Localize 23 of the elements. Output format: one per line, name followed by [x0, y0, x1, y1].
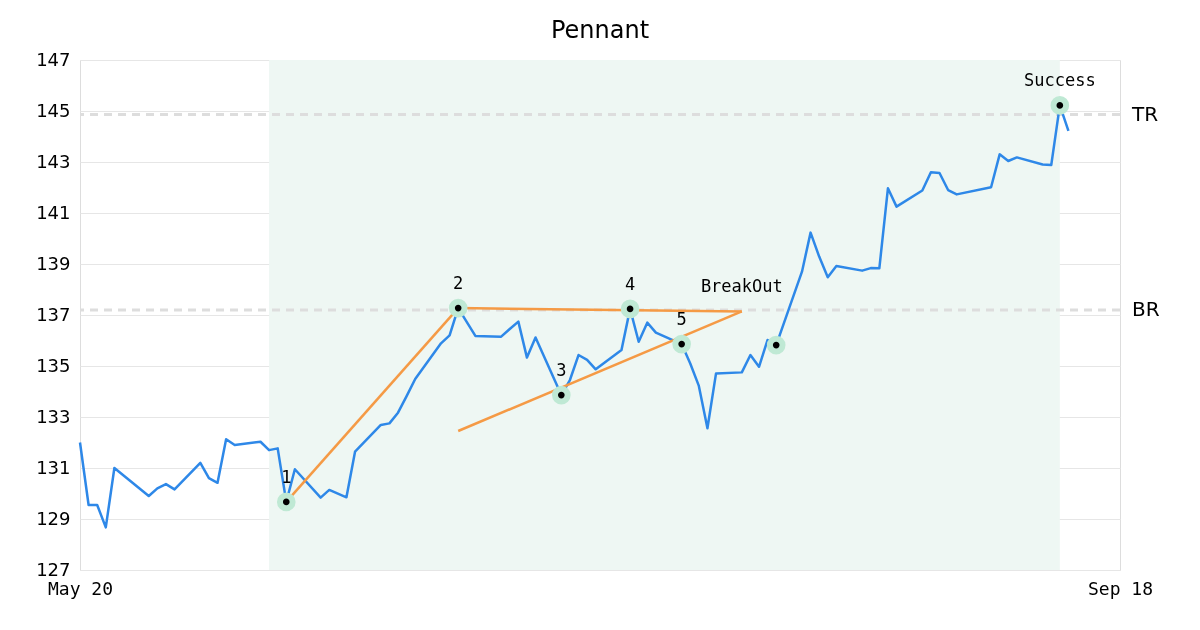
x-tick-label: Sep 18	[1087, 577, 1154, 599]
y-tick-label: 139	[36, 252, 71, 274]
annotation: BreakOut	[700, 276, 783, 297]
ref-line-label: TR	[1131, 101, 1159, 126]
y-tick-label: 129	[36, 507, 71, 529]
annotation: 1	[281, 466, 292, 487]
x-tick-label: May 20	[47, 577, 114, 599]
y-tick-label: 135	[36, 354, 71, 376]
y-tick-label: 131	[36, 456, 71, 478]
y-tick-label: 127	[36, 558, 71, 580]
y-tick-label: 145	[36, 99, 71, 121]
y-tick-label: 143	[36, 150, 71, 172]
y-tick-label: 137	[36, 303, 71, 325]
y-tick-label: 147	[36, 48, 71, 70]
annotation: 2	[453, 273, 464, 294]
y-tick-label: 133	[36, 405, 71, 427]
ref-line-label: BR	[1132, 296, 1160, 321]
y-tick-label: 141	[36, 201, 71, 223]
annotation: 5	[676, 309, 687, 330]
chart-title: Pennant	[550, 16, 650, 44]
annotation: Success	[1024, 70, 1096, 91]
annotation: 4	[624, 273, 636, 294]
annotation: 3	[556, 360, 567, 381]
